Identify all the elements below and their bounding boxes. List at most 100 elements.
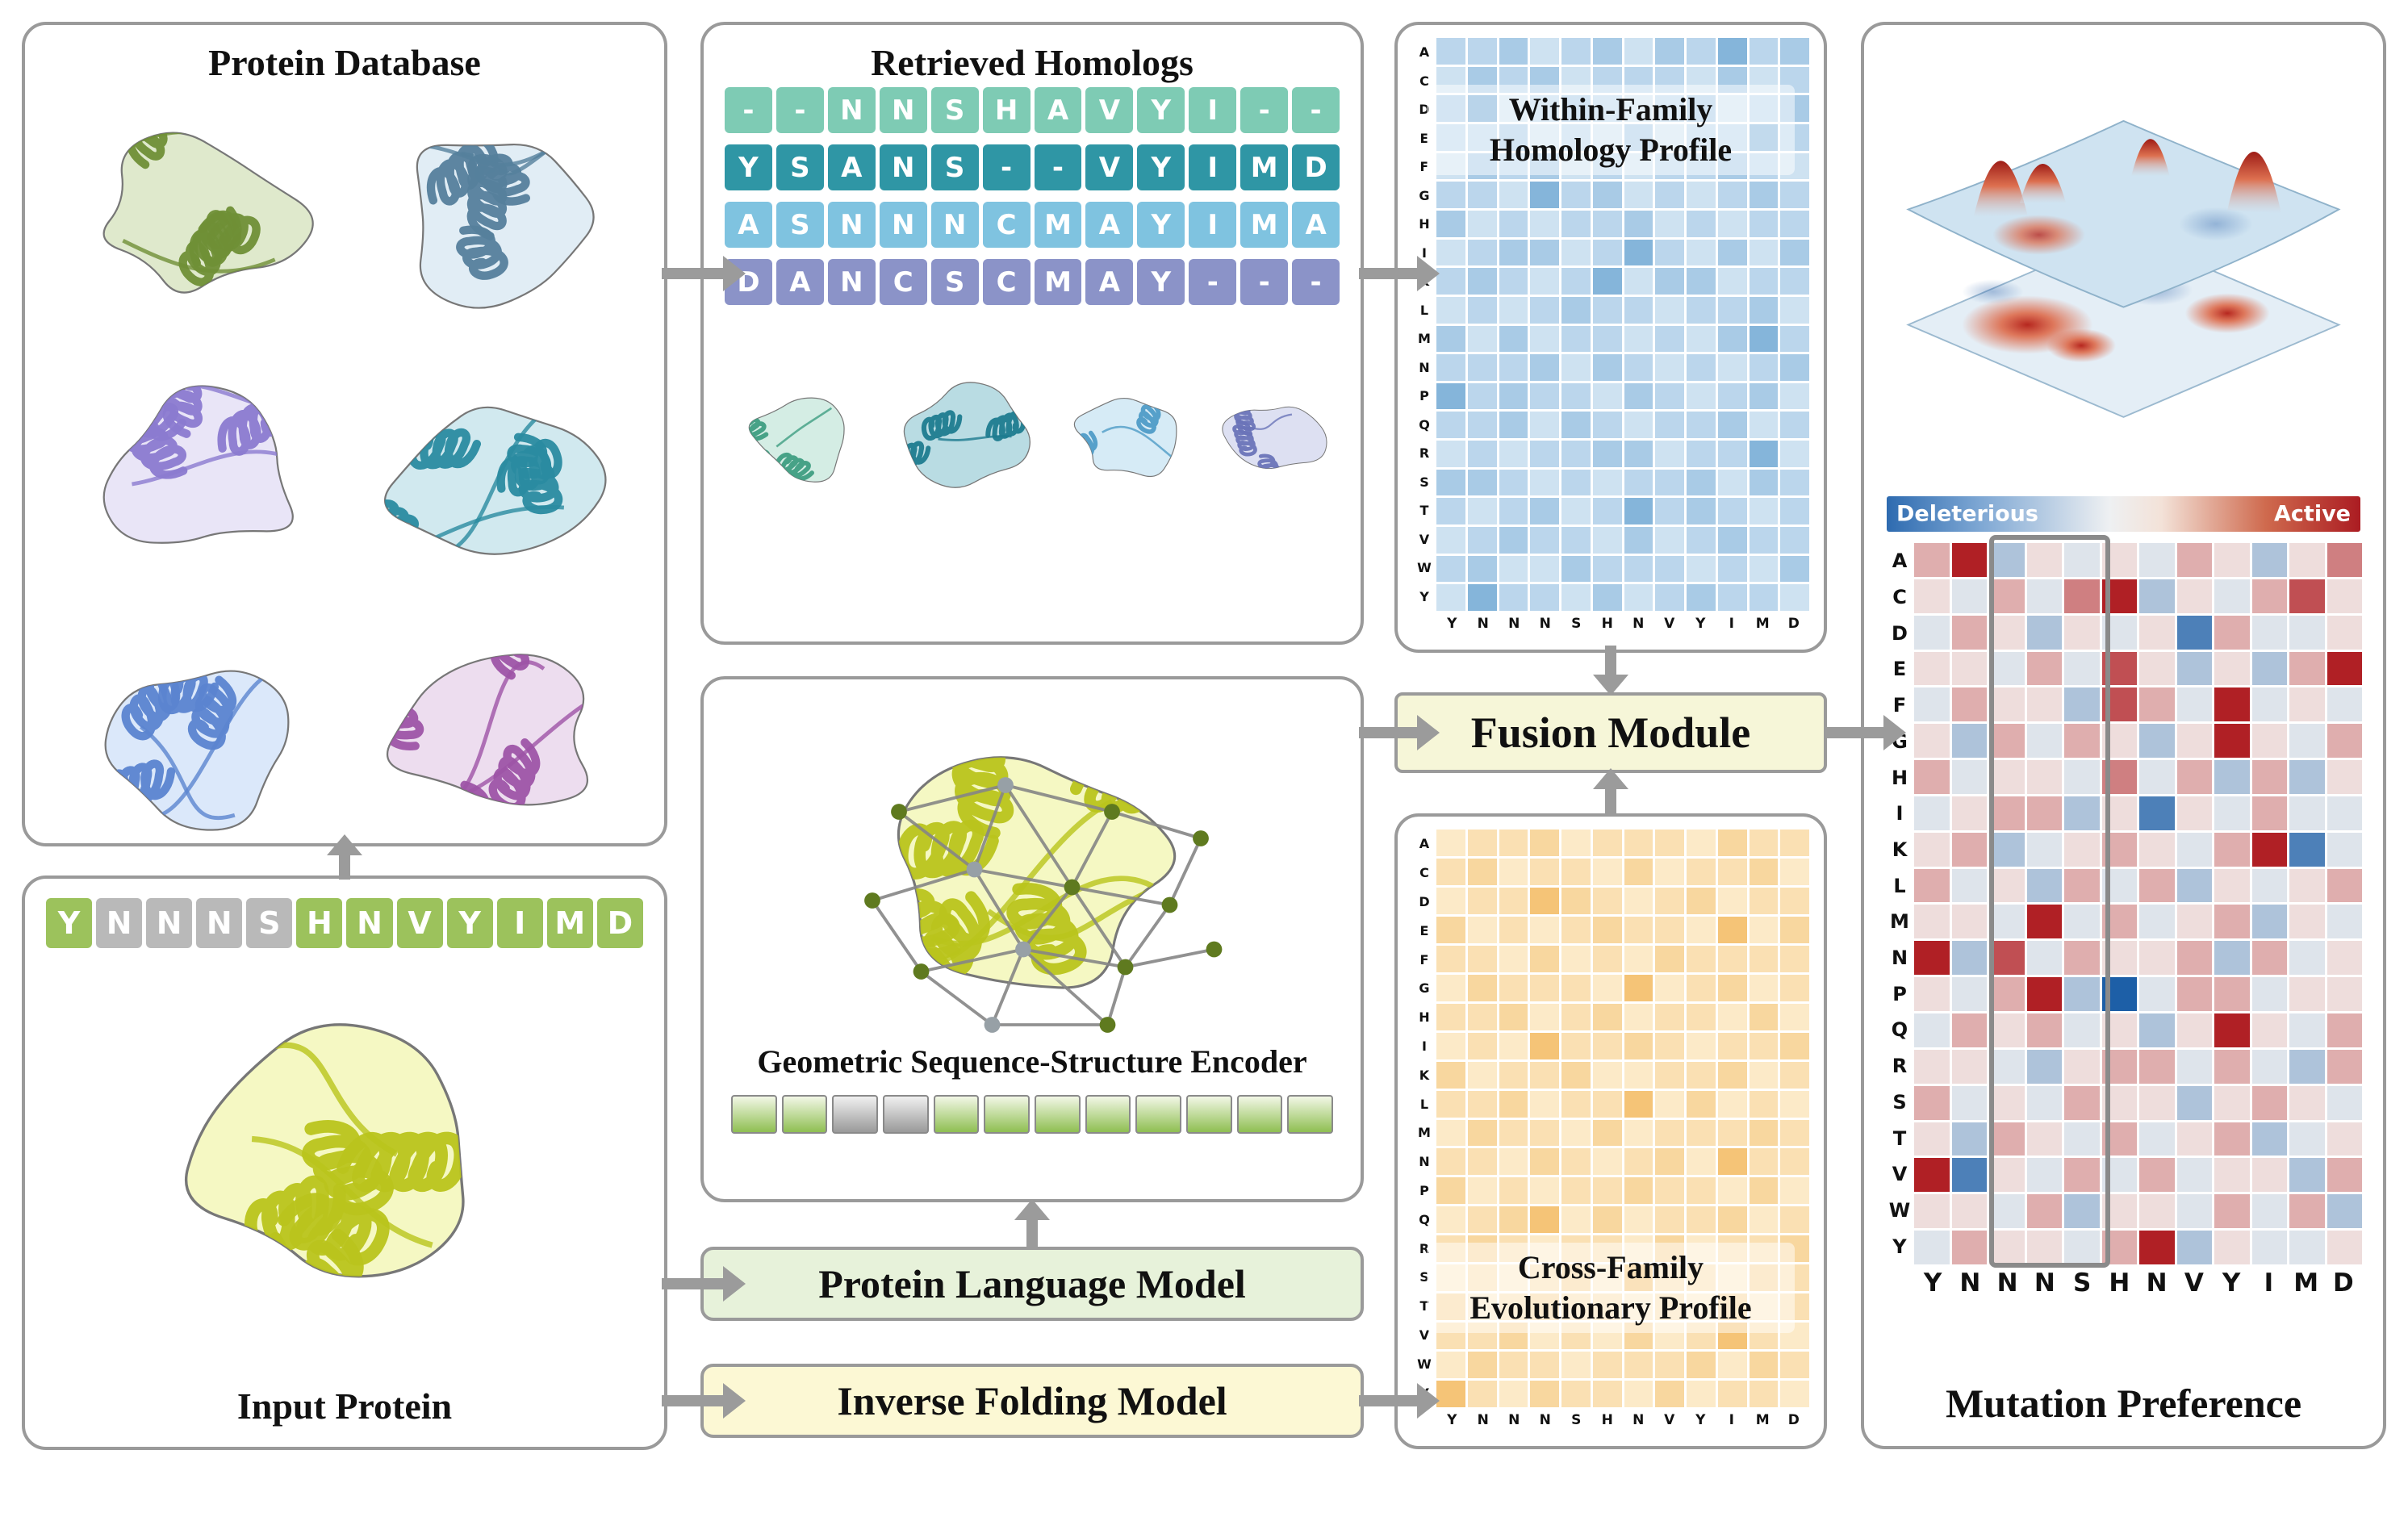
row-label: I <box>1422 244 1427 261</box>
encoder-title: Geometric Sequence-Structure Encoder <box>757 1043 1307 1080</box>
heatmap-grid <box>1914 543 2362 1264</box>
heatmap-cell <box>2101 977 2137 1012</box>
embedding-cell <box>933 1095 980 1134</box>
heatmap-cell <box>1624 354 1653 381</box>
heatmap-cell <box>2101 724 2137 758</box>
heatmap-cell <box>1989 868 2025 903</box>
heatmap-cell <box>1624 239 1653 266</box>
heatmap-cell <box>1687 1352 1716 1379</box>
heatmap-cell <box>1530 1119 1559 1147</box>
heatmap-cell <box>1592 1381 1622 1407</box>
heatmap-cell <box>2139 1122 2175 1156</box>
heatmap-cell <box>1749 858 1779 885</box>
heatmap-cell <box>1749 354 1779 381</box>
heatmap-cell <box>2026 724 2062 758</box>
homolog-cell: N <box>879 144 927 190</box>
embedding-bar <box>721 1095 1343 1134</box>
heatmap-cell <box>2214 1158 2250 1193</box>
heatmap-cell <box>1914 977 1950 1012</box>
col-label: Y <box>1447 616 1457 632</box>
heatmap-cell <box>1749 325 1779 353</box>
col-label: N <box>1508 616 1520 632</box>
heatmap-cell <box>1717 210 1747 237</box>
heatmap-cell <box>1989 1013 2025 1047</box>
heatmap-cell <box>1717 527 1747 554</box>
heatmap-cell <box>2064 543 2100 577</box>
heatmap-cell <box>1561 469 1591 496</box>
col-label: N <box>2034 1268 2055 1298</box>
heatmap-cell <box>2139 724 2175 758</box>
flow-arrow-right <box>662 1266 746 1334</box>
homolog-structures <box>725 316 1340 558</box>
heatmap-cell <box>1749 527 1779 554</box>
heatmap-cell <box>1499 945 1528 972</box>
heatmap-cell <box>2176 1122 2212 1156</box>
heatmap-cell <box>2026 651 2062 686</box>
heatmap-cell <box>1655 1352 1684 1379</box>
structure-graph-overlay <box>864 777 1223 1033</box>
col-label: V <box>1664 616 1675 632</box>
heatmap-cell <box>1914 832 1950 867</box>
heatmap-cell <box>2026 1231 2062 1264</box>
heatmap-cell <box>2026 796 2062 830</box>
heatmap-cell <box>1655 1061 1684 1089</box>
heatmap-cell <box>2064 1085 2100 1120</box>
heatmap-cell <box>1467 469 1497 496</box>
heatmap-cell <box>1687 1003 1716 1030</box>
row-label: E <box>1892 658 1907 681</box>
heatmap-cell <box>1624 268 1653 295</box>
heatmap-cell <box>1780 1177 1809 1205</box>
heatmap-cell <box>1530 325 1559 353</box>
heatmap-cell <box>1989 724 2025 758</box>
heatmap-cell <box>2176 905 2212 939</box>
heatmap-cell <box>1561 182 1591 208</box>
row-label: C <box>1892 586 1907 609</box>
heatmap-cell <box>1780 1206 1809 1234</box>
heatmap-cell <box>1561 1148 1591 1176</box>
heatmap-cell <box>2064 1231 2100 1264</box>
heatmap-cell <box>1561 945 1591 972</box>
col-label: Y <box>1695 1412 1706 1428</box>
heatmap-cell <box>1749 1061 1779 1089</box>
heatmap-cell <box>1624 858 1653 885</box>
col-label: N <box>1539 1412 1551 1428</box>
embedding-cell <box>883 1095 929 1134</box>
heatmap-cell <box>1436 382 1465 410</box>
heatmap-cell <box>1717 469 1747 496</box>
heatmap-cell <box>2101 868 2137 903</box>
heatmap-cell <box>1687 38 1716 65</box>
protein-structure <box>903 382 1031 488</box>
heatmap-cell <box>2289 760 2325 794</box>
heatmap-cell <box>2289 1085 2325 1120</box>
heatmap-cell <box>1624 1177 1653 1205</box>
row-label: H <box>1419 216 1430 232</box>
homolog-cell: - <box>725 87 772 133</box>
heatmap-cell <box>1989 615 2025 650</box>
homolog-cell: S <box>775 202 824 248</box>
heatmap-cell <box>1749 441 1779 467</box>
homolog-cell: M <box>1034 259 1082 305</box>
heatmap-cell <box>1467 584 1497 611</box>
embedding-cell <box>1035 1095 1081 1134</box>
heatmap-cell <box>2101 1194 2137 1229</box>
cross-family-title: Cross-Family Evolutionary Profile <box>1427 1243 1795 1333</box>
heatmap-cell <box>1436 945 1465 972</box>
heatmap-cell <box>2176 724 2212 758</box>
heatmap-cell <box>1436 1032 1465 1059</box>
heatmap-cell <box>2064 615 2100 650</box>
heatmap-cell <box>2176 1231 2212 1264</box>
heatmap-cell <box>1499 858 1528 885</box>
heatmap-cell <box>1499 1352 1528 1379</box>
heatmap-cell <box>1561 974 1591 1001</box>
heatmap-cell <box>2026 941 2062 976</box>
heatmap-cell <box>2326 760 2362 794</box>
heatmap-cell <box>1989 760 2025 794</box>
homolog-cell: M <box>1034 202 1082 248</box>
heatmap-cell <box>1655 325 1684 353</box>
heatmap-cell <box>1561 210 1591 237</box>
row-label: S <box>1892 1090 1907 1114</box>
col-label: N <box>1508 1412 1520 1428</box>
heatmap-cell <box>1530 296 1559 324</box>
